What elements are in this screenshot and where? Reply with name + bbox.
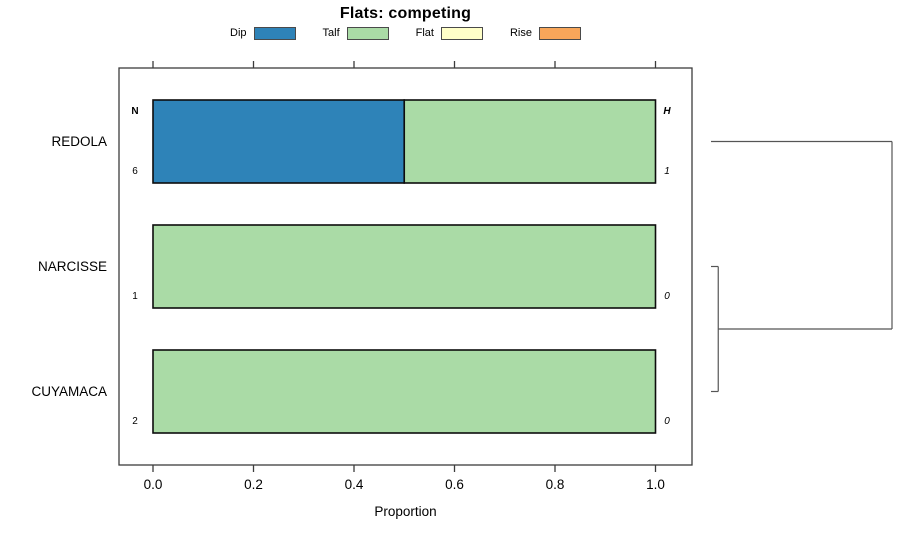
x-axis-tick-label: 0.2	[244, 477, 263, 492]
category-label-cuyamaca: CUYAMACA	[31, 383, 107, 399]
bar-segment-talf-cuyamaca	[152, 349, 657, 434]
chart-title: Flats: competing	[339, 5, 472, 22]
legend-item-flat: Flat	[415, 26, 483, 40]
left-column-value-redola: 6	[132, 166, 138, 177]
legend-swatch-rise	[539, 26, 581, 40]
legend-label: Flat	[415, 27, 434, 39]
legend-label: Talf	[322, 27, 340, 39]
category-label-narcisse: NARCISSE	[37, 258, 107, 274]
bar-segment-dip-redola	[152, 99, 406, 184]
legend-item-rise: Rise	[509, 26, 581, 40]
left-column-value-cuyamaca: 2	[132, 416, 138, 427]
x-axis-label: Proportion	[374, 504, 437, 519]
legend-swatch-dip	[253, 26, 296, 40]
x-axis-tick-label: 0.6	[445, 477, 464, 492]
right-column-value-redola: 1	[664, 166, 670, 177]
bar-segment-talf-narcisse	[152, 224, 657, 309]
x-axis-tick-label: 1.0	[646, 477, 665, 492]
left-column-header: N	[131, 106, 139, 117]
legend-swatch-flat	[440, 26, 483, 40]
legend: Dip Talf Flat Rise	[119, 24, 692, 42]
right-column-header: H	[663, 106, 671, 117]
legend-label: Rise	[509, 27, 532, 39]
legend-item-talf: Talf	[322, 26, 389, 40]
left-column-value-narcisse: 1	[132, 291, 138, 302]
legend-swatch-talf	[346, 26, 389, 40]
plot-frame	[118, 67, 693, 466]
category-label-redola: REDOLA	[51, 133, 107, 149]
bar-segment-talf-redola	[403, 99, 657, 184]
legend-item-dip: Dip	[230, 26, 296, 40]
right-column-value-cuyamaca: 0	[664, 416, 670, 427]
x-axis-tick-label: 0.0	[143, 477, 163, 492]
right-column-value-narcisse: 0	[664, 291, 670, 302]
legend-label: Dip	[230, 27, 247, 39]
x-axis-tick-label: 0.4	[344, 477, 364, 492]
x-axis-tick-label: 0.8	[545, 477, 565, 492]
